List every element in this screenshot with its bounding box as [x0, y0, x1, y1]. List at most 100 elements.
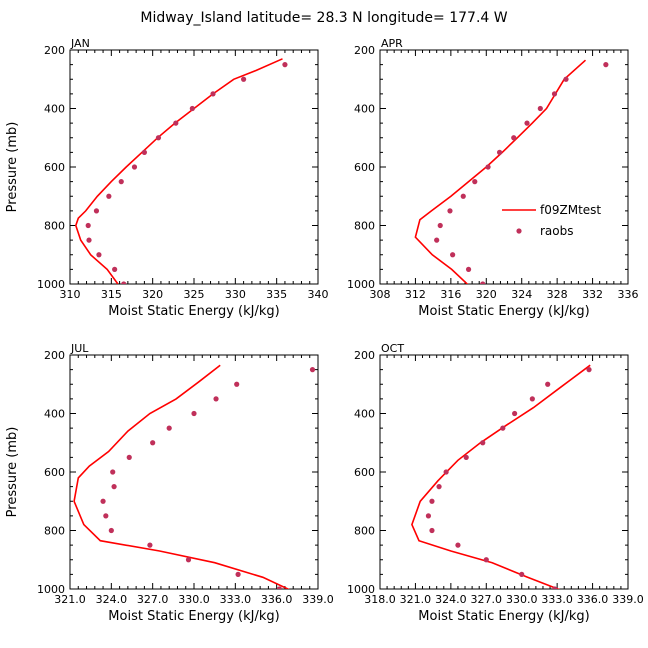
- panel-label: APR: [381, 37, 403, 50]
- plot-frame: [379, 49, 629, 285]
- legend: f09ZMtest raobs: [500, 195, 612, 243]
- data-point-raobs: [529, 396, 535, 402]
- y-tick-label: 800: [354, 220, 375, 233]
- data-point-raobs: [110, 469, 116, 475]
- y-axis-label: Pressure (mb): [5, 122, 20, 213]
- series-line-f09zmtest: [414, 59, 587, 284]
- data-point-raobs: [512, 410, 518, 417]
- x-tick-label: 330: [225, 288, 246, 301]
- plot-data: [411, 364, 592, 589]
- data-point-raobs: [460, 193, 466, 199]
- panels: JAN 310 315 320 325 330 335 340 200 400 600 800 1000…: [5, 37, 644, 624]
- x-axis-label: Moist Static Energy (kJ/kg): [108, 609, 279, 624]
- data-point-raobs: [485, 164, 491, 170]
- data-point-raobs: [603, 62, 609, 68]
- data-point-raobs: [150, 440, 156, 446]
- chart-panel-oct: OCT 318.0 321.0 324.0 327.0 330.0 333.0 336.0 33…: [347, 342, 644, 624]
- data-point-raobs: [545, 381, 551, 387]
- data-point-raobs: [103, 513, 109, 519]
- data-point-raobs: [455, 542, 461, 548]
- data-point-raobs: [173, 120, 179, 126]
- chart-panel-jul: JUL 321.0 324.0 327.0 330.0 333.0 336.0 339.0 20…: [5, 342, 334, 624]
- legend-label-model: f09ZMtest: [540, 203, 601, 217]
- x-axis-label: Moist Static Energy (kJ/kg): [418, 609, 589, 624]
- x-tick-label: 332: [582, 288, 603, 301]
- y-tick-label: 200: [44, 44, 65, 57]
- data-point-raobs: [463, 454, 469, 460]
- x-tick-label: 328: [547, 288, 568, 301]
- chart-panel-apr: APR 308 312 316 320 324 328 332 336 200 400 600 800 1…: [347, 37, 639, 319]
- x-tick-label: 324.0: [435, 593, 467, 606]
- x-tick-label: 316: [440, 288, 461, 301]
- data-point-raobs: [191, 410, 197, 417]
- data-point-raobs: [465, 266, 472, 272]
- data-point-raobs: [443, 469, 449, 475]
- data-point-raobs: [118, 179, 124, 185]
- y-tick-label: 200: [354, 349, 375, 362]
- data-point-raobs: [155, 135, 162, 141]
- x-axis-label: Moist Static Energy (kJ/kg): [108, 304, 279, 319]
- y-tick-label: 1000: [37, 583, 65, 596]
- x-tick-label: 336: [618, 288, 639, 301]
- x-tick-label: 336.0: [261, 593, 293, 606]
- data-point-raobs: [480, 281, 486, 284]
- series-line-f09zmtest: [74, 58, 283, 284]
- y-tick-label: 200: [44, 349, 65, 362]
- y-tick-label: 400: [44, 103, 65, 116]
- data-point-raobs: [519, 571, 525, 577]
- x-axis-label: Moist Static Energy (kJ/kg): [418, 304, 589, 319]
- x-tick-label: 308: [370, 288, 391, 301]
- data-point-raobs: [106, 193, 112, 199]
- data-point-raobs: [552, 586, 558, 589]
- x-tick-label: 339.0: [302, 593, 334, 606]
- x-tick-label: 324: [511, 288, 532, 301]
- data-point-raobs: [309, 367, 316, 373]
- x-tick-label: 325: [184, 288, 205, 301]
- data-point-raobs: [185, 557, 192, 563]
- data-point-raobs: [500, 425, 506, 431]
- x-tick-label: 321.0: [54, 593, 86, 606]
- chart-panel-jan: JAN 310 315 320 325 330 335 340 200 400 600 800 1000…: [5, 37, 329, 319]
- y-tick-label: 600: [354, 161, 375, 174]
- y-tick-label: 800: [44, 220, 65, 233]
- panel-label: JUL: [70, 342, 89, 355]
- data-point-raobs: [93, 208, 100, 214]
- data-point-raobs: [121, 281, 127, 284]
- data-point-raobs: [85, 222, 91, 229]
- data-point-raobs: [429, 498, 435, 504]
- x-tick-label: 324.0: [96, 593, 128, 606]
- data-point-raobs: [276, 586, 283, 589]
- data-point-raobs: [189, 105, 195, 112]
- plot-frame: [379, 354, 629, 590]
- data-point-raobs: [86, 237, 92, 243]
- y-axis-label: Pressure (mb): [5, 427, 20, 518]
- series-line-f09zmtest: [411, 364, 591, 589]
- y-tick-label: 200: [354, 44, 375, 57]
- x-tick-label: 320: [142, 288, 163, 301]
- legend-background: [500, 195, 612, 243]
- data-point-raobs: [524, 120, 530, 126]
- x-tick-label: 320: [476, 288, 497, 301]
- y-tick-label: 400: [44, 408, 65, 421]
- data-point-raobs: [436, 484, 442, 490]
- y-tick-label: 800: [354, 525, 375, 538]
- x-tick-label: 340: [308, 288, 329, 301]
- data-point-raobs: [450, 252, 456, 258]
- y-tick-label: 1000: [347, 278, 375, 291]
- data-point-raobs: [108, 527, 114, 534]
- y-tick-label: 600: [44, 466, 65, 479]
- data-point-raobs: [96, 252, 102, 258]
- data-point-raobs: [472, 179, 478, 185]
- x-tick-label: 339.0: [612, 593, 644, 606]
- plot-frame: [69, 354, 319, 590]
- panel-label: OCT: [381, 342, 404, 355]
- x-tick-label: 321.0: [400, 593, 432, 606]
- y-tick-label: 800: [44, 525, 65, 538]
- y-tick-label: 400: [354, 408, 375, 421]
- data-point-raobs: [141, 149, 147, 155]
- data-point-raobs: [112, 266, 118, 272]
- data-point-raobs: [147, 542, 153, 548]
- y-tick-label: 600: [354, 466, 375, 479]
- x-tick-label: 333.0: [220, 593, 252, 606]
